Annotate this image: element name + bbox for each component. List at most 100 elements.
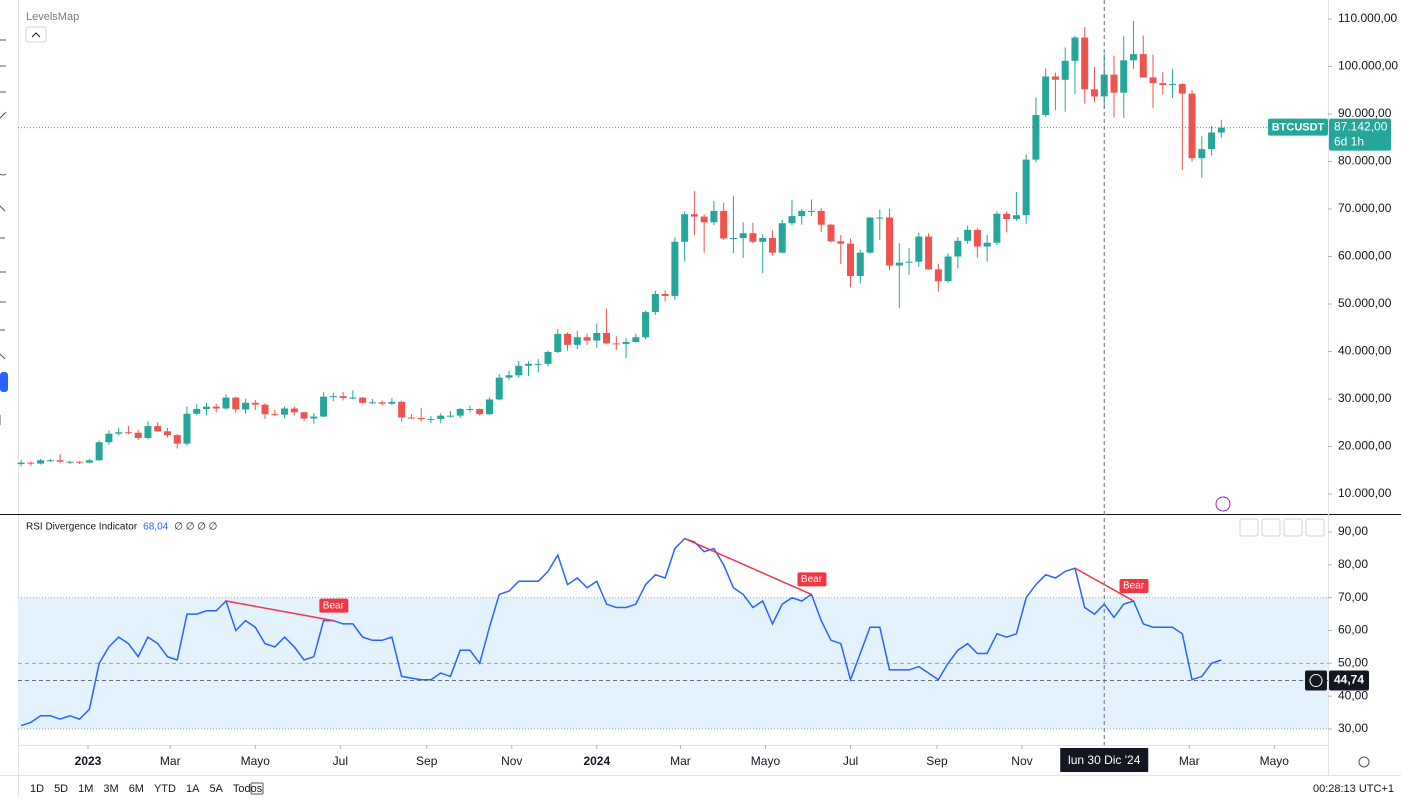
candle-body [856,252,864,276]
last-price-box [1329,118,1391,151]
candle-body [837,241,845,244]
candle-body [37,460,45,464]
range-button[interactable]: 5D [54,783,68,795]
range-button[interactable]: 1A [186,783,200,795]
candle-body [895,262,903,266]
candle-body [27,462,35,464]
divergence-line [684,537,812,596]
range-button[interactable]: 1D [30,783,44,795]
candle-body [554,333,562,352]
collapse-button[interactable] [25,26,47,43]
candle-body [398,401,406,418]
candle-body [466,408,474,410]
candle-body [964,229,972,241]
collapse-pane-button[interactable] [1283,518,1303,537]
candle-body [915,236,923,262]
candle-body [866,217,874,253]
crosshair-plus-box[interactable] [1305,670,1327,691]
candle-body [134,432,142,438]
y-tick-label: 90.000,00 [1338,106,1392,120]
x-tick-label: Mayo [1260,754,1290,768]
candle-body [271,414,279,416]
candle-body [476,408,484,415]
maximize-button[interactable] [1305,518,1325,537]
candle-body [1208,132,1216,150]
divergence-label: Bear [1123,581,1145,592]
range-button[interactable]: YTD [154,783,176,795]
divergence-label: Bear [801,574,823,585]
candle-body [1217,127,1225,133]
rsi-line [20,537,1222,727]
candle-body [925,236,933,270]
candle-body [417,418,425,420]
settings-icon[interactable] [1358,756,1370,768]
rsi-y-tick-label: 30,00 [1338,721,1368,735]
candle-body [944,256,952,282]
tool-active[interactable] [0,372,8,392]
candle-body [1061,60,1069,80]
last-price-label: 87.142,00 [1334,120,1388,134]
y-tick-label: 20.000,00 [1338,439,1392,453]
clock: 00:28:13 UTC+1 [1313,783,1394,795]
range-button[interactable]: 1M [78,783,93,795]
candle-body [427,418,435,420]
candle-body [17,462,25,465]
alert-icon[interactable] [1215,496,1231,512]
candle-body [1012,215,1020,219]
candle-body [359,397,367,403]
y-tick-label: 100.000,00 [1338,59,1398,73]
candle-body [66,461,74,463]
candle-body [281,408,289,415]
y-tick-label: 80.000,00 [1338,154,1392,168]
candle-body [651,294,659,313]
range-button[interactable]: 5A [209,783,223,795]
candle-body [388,401,396,404]
divergence-label-box [1119,578,1149,593]
candle-body [154,426,162,432]
candle-body [407,417,415,419]
candle-body [671,241,679,296]
candle-body [320,396,328,417]
move-up-button[interactable] [1239,518,1259,537]
candle-body [261,404,269,415]
delete-button[interactable] [1261,518,1281,537]
range-button[interactable]: 3M [103,783,118,795]
candle-body [807,210,815,212]
rsi-y-tick-label: 60,00 [1338,623,1368,637]
rsi-title: RSI Divergence Indicator [26,522,138,533]
x-tick-label: Sep [416,754,438,768]
candle-body [983,242,991,247]
range-button[interactable]: 6M [129,783,144,795]
candle-body [1130,54,1137,61]
candle-body [1003,213,1011,219]
candle-body [144,426,152,438]
candle-body [700,216,708,223]
candle-body [251,402,259,405]
candle-body [583,337,591,341]
candle-body [973,229,981,247]
crosshair-x-box [1060,748,1149,772]
candle-body [193,408,201,414]
candle-body [183,413,191,444]
date-range-icon[interactable] [250,782,264,795]
rsi-flags: ∅ ∅ ∅ ∅ [174,522,217,533]
y-tick-label: 70.000,00 [1338,201,1392,215]
candle-body [729,237,737,239]
range-button[interactable]: Todos [233,783,263,795]
candle-body [905,261,913,263]
x-tick-label: Nov [1011,754,1032,768]
candle-body [768,237,776,253]
candle-body [56,460,64,462]
candle-body [202,406,210,409]
candle-body [759,237,767,242]
candle-body [85,460,93,463]
candle-body [1032,114,1040,160]
candle-body [115,432,123,434]
tool-icons [0,39,7,425]
candle-body [310,416,318,419]
candle-body [847,243,855,276]
pane-buttons [1239,518,1325,537]
x-tick-label: Mayo [751,754,781,768]
